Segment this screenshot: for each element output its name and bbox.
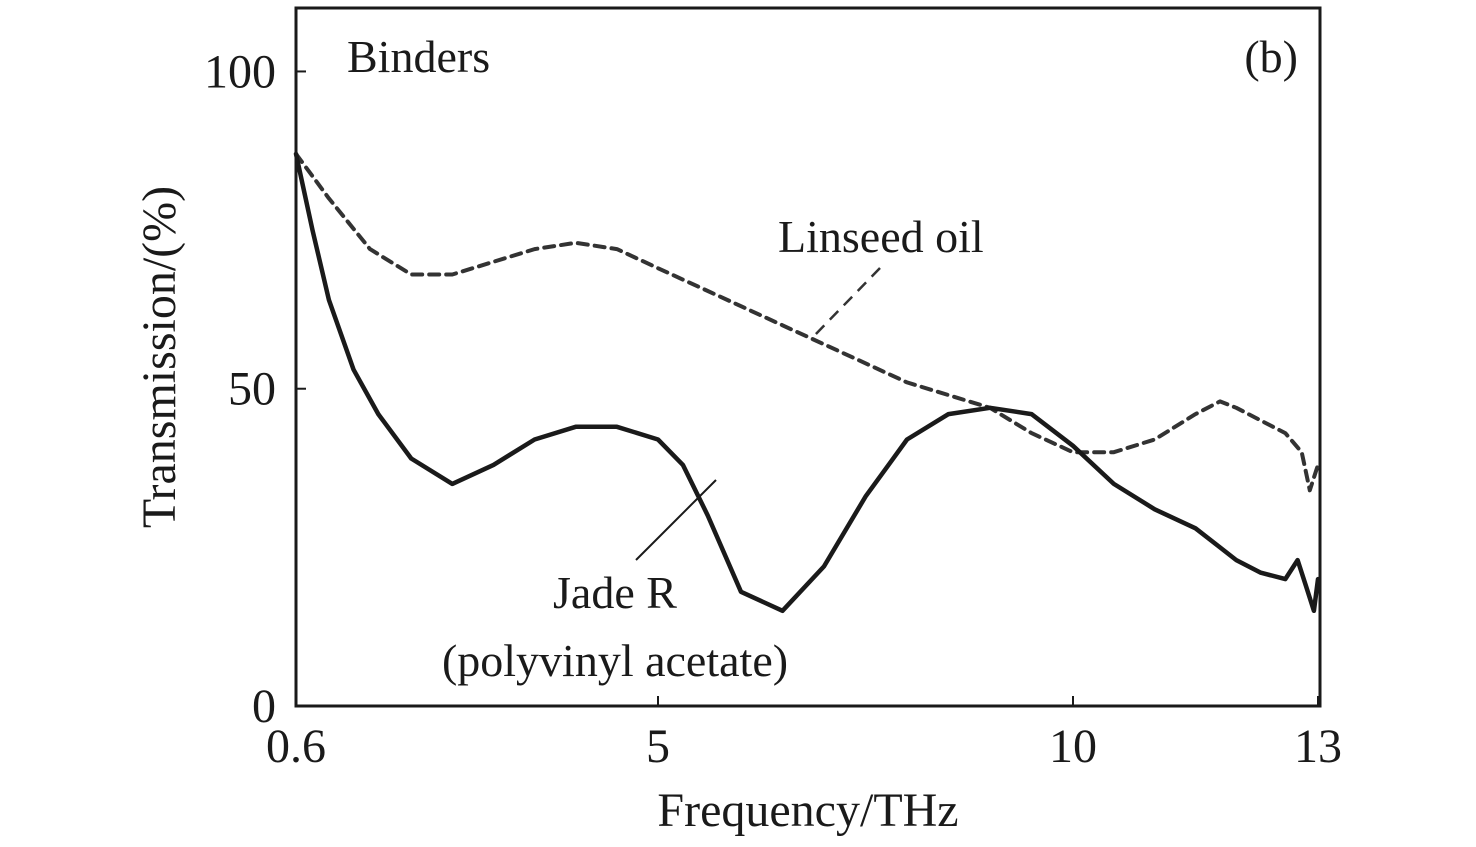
linseed-oil-label: Linseed oil [778,211,984,262]
jade-r-leader-line [635,479,717,561]
x-tick-label: 10 [1049,720,1097,773]
x-tick-label: 13 [1294,720,1342,773]
y-tick-label: 100 [204,45,276,98]
plot-frame [294,6,1322,708]
series-line-jade-r [293,151,1321,614]
jade-r-label: Jade R [553,567,677,618]
x-axis-ticks: 0.6 5 10 13 [266,696,1342,773]
y-tick-label: 50 [228,363,276,416]
jade-r-sublabel: (polyvinyl acetate) [442,635,788,686]
y-axis-ticks: 0 50 100 [204,45,306,733]
linseed-oil-leader-line [813,267,881,337]
group-label: Binders [347,31,490,82]
panel-label: (b) [1244,31,1298,82]
y-axis-title: Transmission/(%) [133,186,186,528]
x-tick-label: 0.6 [266,720,326,773]
series-layer [293,151,1321,614]
y-tick-label: 0 [252,680,276,733]
series-line-linseed-oil [294,151,1320,493]
x-tick-label: 5 [646,720,670,773]
x-axis-title: Frequency/THz [657,784,958,837]
